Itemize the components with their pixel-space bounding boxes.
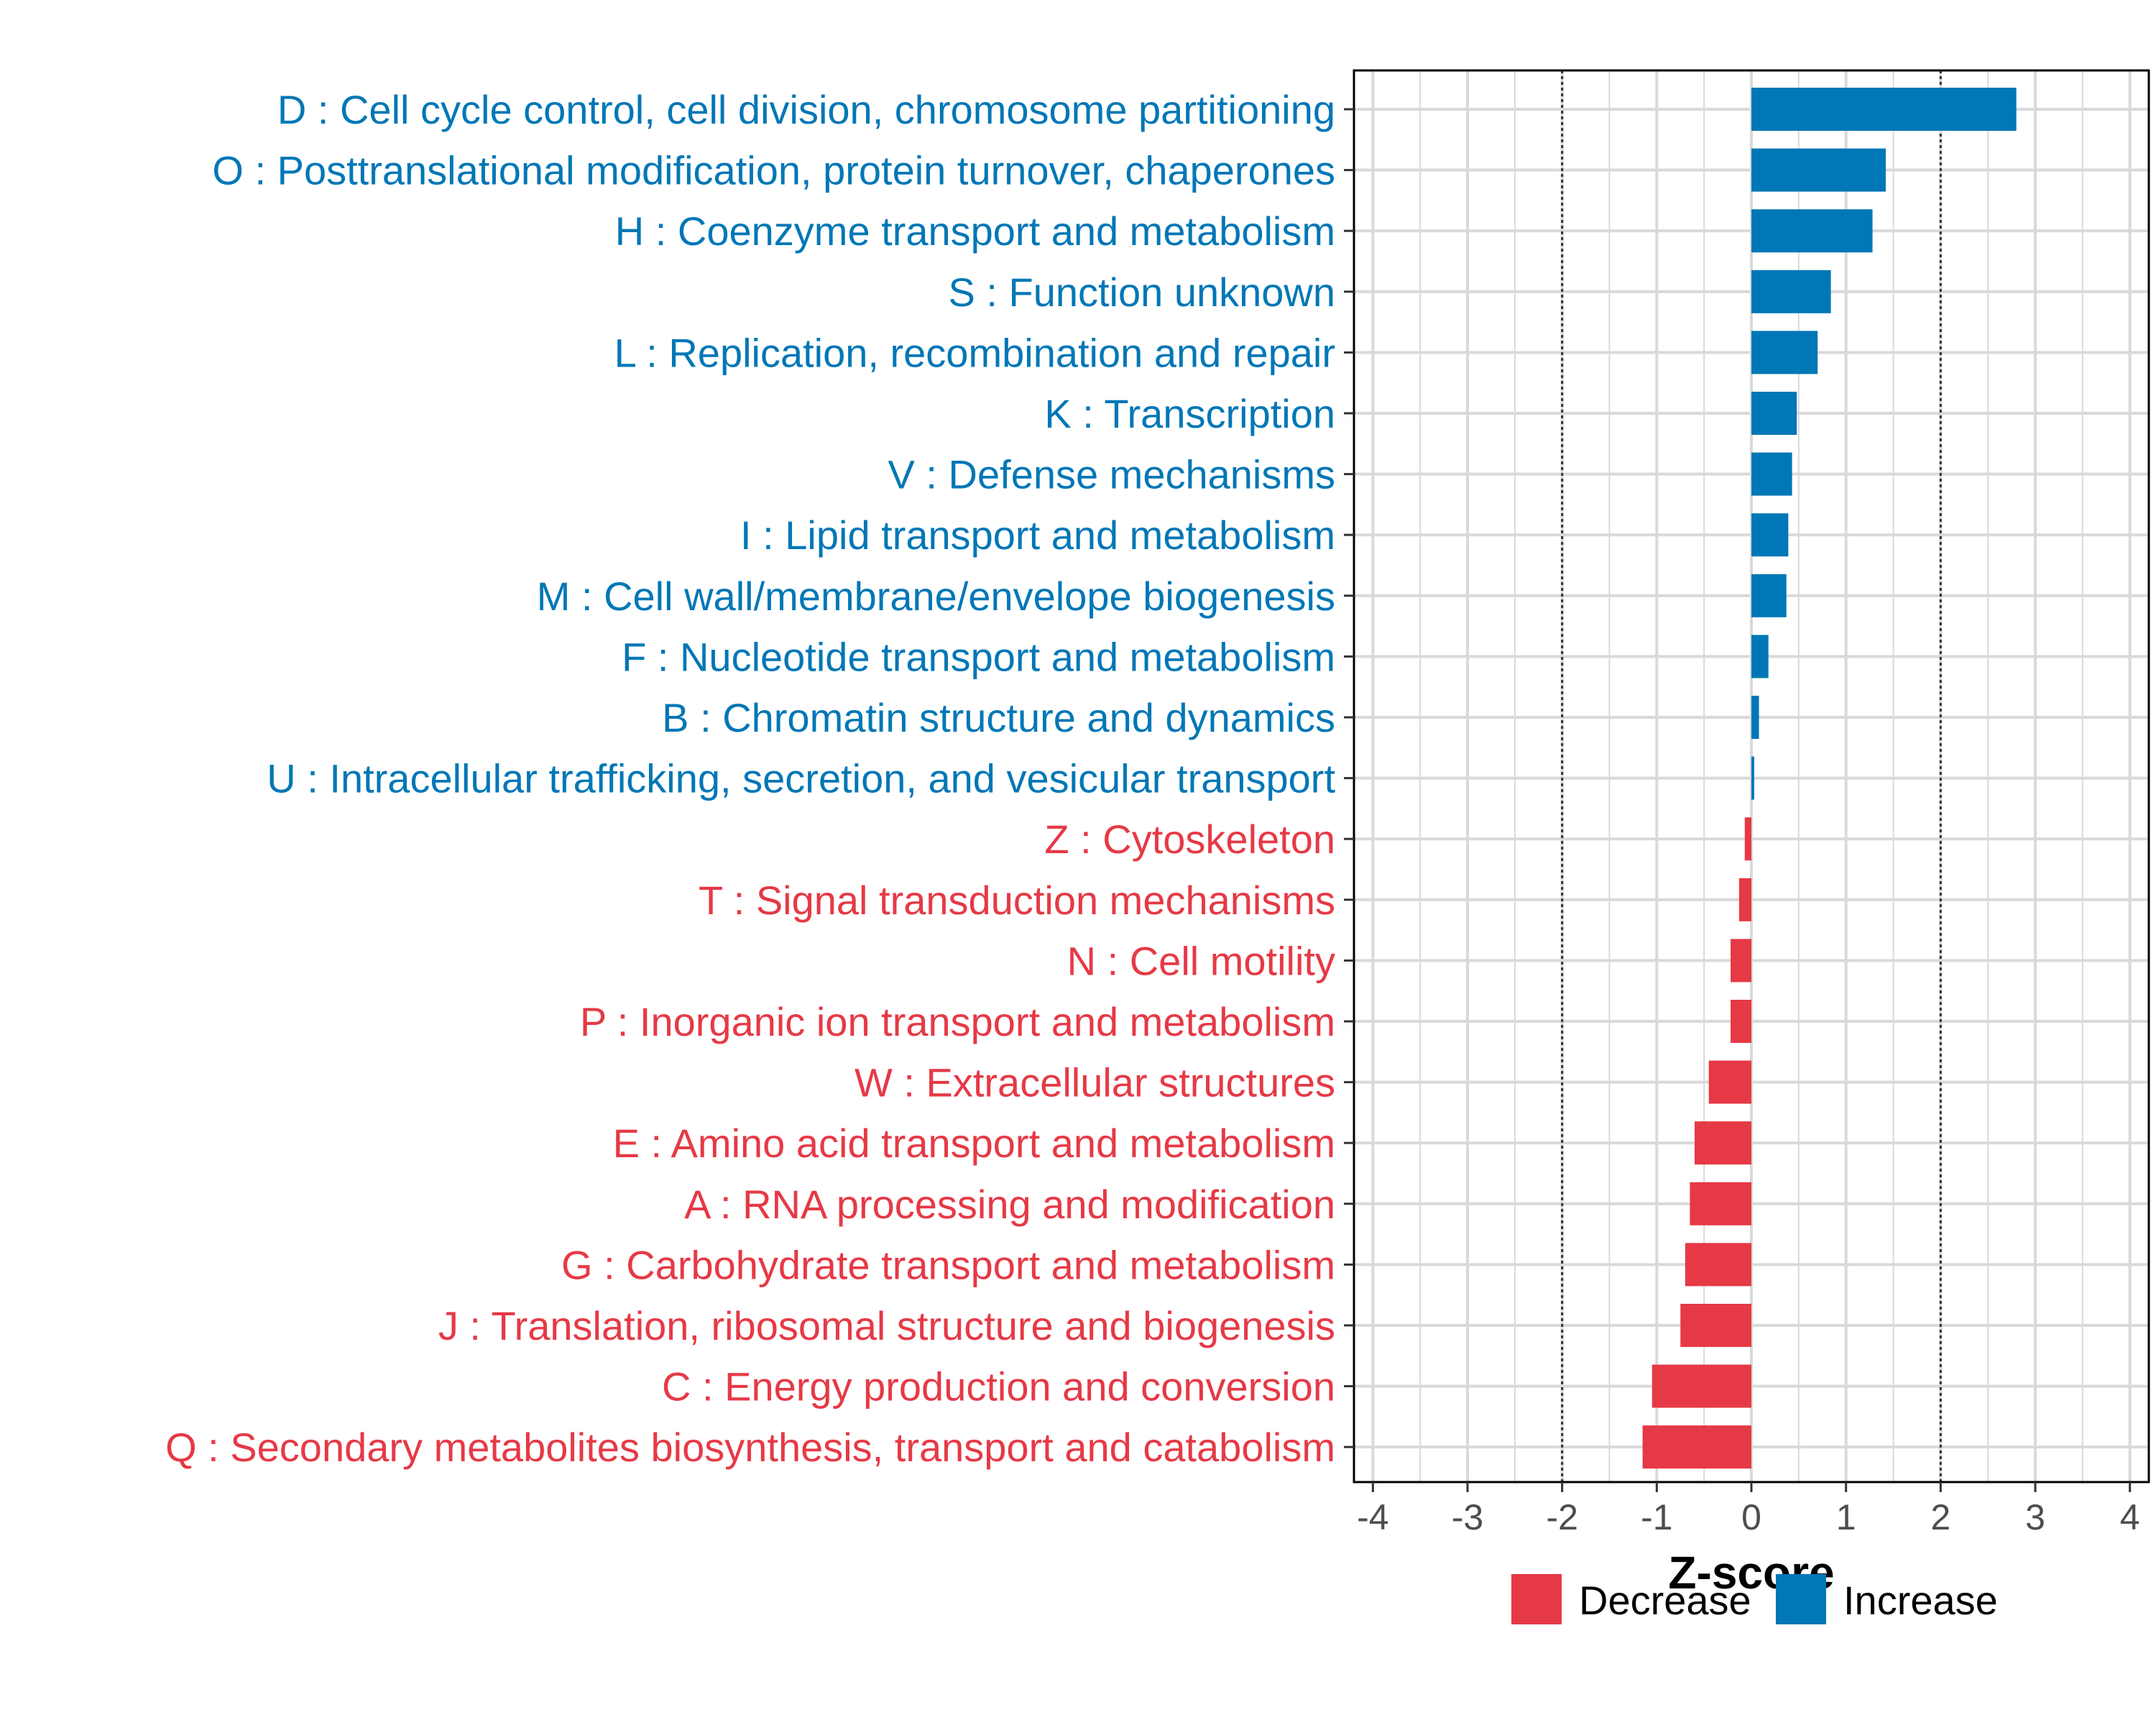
category-label: N : Cell motility xyxy=(1067,938,1335,983)
bar xyxy=(1751,331,1818,374)
x-tick-label: -4 xyxy=(1357,1497,1388,1537)
category-label: D : Cell cycle control, cell division, c… xyxy=(277,87,1335,132)
bar xyxy=(1731,939,1751,983)
category-label: K : Transcription xyxy=(1044,391,1335,436)
category-label: O : Posttranslational modification, prot… xyxy=(212,148,1335,193)
bar xyxy=(1708,1060,1751,1104)
bar xyxy=(1695,1121,1751,1165)
bar xyxy=(1751,696,1759,739)
bar xyxy=(1731,1000,1751,1043)
bar xyxy=(1751,88,2017,131)
bars xyxy=(1642,88,2017,1469)
bar xyxy=(1751,148,1886,192)
category-label: L : Replication, recombination and repai… xyxy=(614,330,1335,375)
bar xyxy=(1751,270,1831,313)
bar xyxy=(1751,756,1754,800)
bar xyxy=(1751,574,1787,617)
category-label: A : RNA processing and modification xyxy=(684,1182,1335,1227)
x-tick-label: -1 xyxy=(1641,1497,1672,1537)
bar xyxy=(1685,1243,1751,1287)
category-label: E : Amino acid transport and metabolism xyxy=(613,1121,1335,1166)
category-label: W : Extracellular structures xyxy=(854,1060,1335,1105)
legend: Decrease Increase xyxy=(1511,1574,1998,1624)
category-label: C : Energy production and conversion xyxy=(662,1364,1335,1409)
category-label: V : Defense mechanisms xyxy=(888,452,1335,497)
category-label: U : Intracellular trafficking, secretion… xyxy=(267,756,1335,801)
bar xyxy=(1751,209,1873,253)
legend-label: Increase xyxy=(1843,1578,1998,1623)
bar xyxy=(1738,878,1751,921)
x-tick-label: 3 xyxy=(2025,1497,2045,1537)
category-label: Q : Secondary metabolites biosynthesis, … xyxy=(165,1425,1335,1470)
category-label: Z : Cytoskeleton xyxy=(1044,816,1335,862)
bar xyxy=(1751,635,1769,678)
category-label: G : Carbohydrate transport and metabolis… xyxy=(561,1242,1335,1287)
category-label: P : Inorganic ion transport and metaboli… xyxy=(580,999,1335,1044)
category-label: F : Nucleotide transport and metabolism xyxy=(622,634,1335,679)
bar xyxy=(1651,1364,1751,1408)
x-tick-label: 4 xyxy=(2120,1497,2140,1537)
x-axis-labels: -4 -3 -2 -1 0 1 2 3 4 xyxy=(1357,1497,2139,1537)
legend-label: Decrease xyxy=(1579,1578,1751,1623)
category-label: I : Lipid transport and metabolism xyxy=(740,512,1335,558)
legend-swatch xyxy=(1511,1574,1562,1624)
x-tick-label: 0 xyxy=(1741,1497,1761,1537)
category-label: H : Coenzyme transport and metabolism xyxy=(615,208,1335,254)
bar xyxy=(1680,1304,1751,1347)
x-tick-label: 2 xyxy=(1930,1497,1950,1537)
legend-swatch xyxy=(1776,1574,1826,1624)
y-axis-ticks xyxy=(1344,108,1354,1448)
bar xyxy=(1642,1425,1751,1469)
category-label: B : Chromatin structure and dynamics xyxy=(662,695,1335,740)
bar xyxy=(1751,392,1797,435)
bar xyxy=(1690,1182,1751,1225)
category-label: T : Signal transduction mechanisms xyxy=(699,878,1335,923)
category-label: J : Translation, ribosomal structure and… xyxy=(438,1303,1335,1348)
bar xyxy=(1744,817,1751,861)
y-axis-labels: D : Cell cycle control, cell division, c… xyxy=(165,87,1335,1470)
bar xyxy=(1751,452,1792,496)
x-tick-label: -3 xyxy=(1452,1497,1483,1537)
x-tick-label: 1 xyxy=(1836,1497,1856,1537)
x-tick-label: -2 xyxy=(1546,1497,1577,1537)
x-axis-ticks xyxy=(1371,1482,2132,1492)
bar xyxy=(1751,513,1789,557)
category-label: M : Cell wall/membrane/envelope biogenes… xyxy=(537,574,1335,619)
category-label: S : Function unknown xyxy=(948,270,1335,315)
